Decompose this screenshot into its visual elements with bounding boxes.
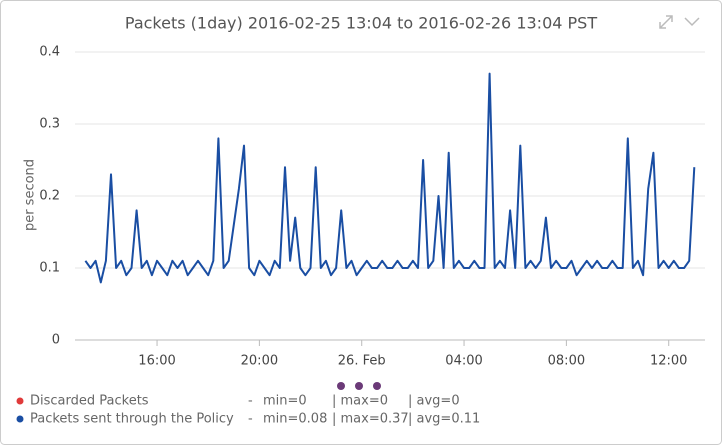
- expand-glyph: [659, 15, 673, 29]
- pager-dot[interactable]: [373, 382, 381, 390]
- legend-max: | max=0: [332, 394, 388, 409]
- y-tick-label: 0: [52, 333, 60, 348]
- pager-dot[interactable]: [337, 382, 345, 390]
- y-axis-label: per second: [23, 159, 38, 231]
- data-line: [84, 72, 696, 284]
- y-tick-label: 0.3: [39, 117, 60, 132]
- pager-dot[interactable]: [355, 382, 363, 390]
- x-tick-label: 16:00: [138, 354, 175, 369]
- x-tick-label: 20:00: [241, 354, 278, 369]
- legend-label: Packets sent through the Policy: [30, 412, 234, 427]
- legend-label: Discarded Packets: [30, 394, 149, 409]
- legend-separator: -: [248, 394, 253, 409]
- y-tick-label: 0.2: [39, 189, 60, 204]
- collapse-icon[interactable]: [684, 17, 700, 27]
- chart-title: Packets (1day) 2016-02-25 13:04 to 2016-…: [125, 14, 597, 33]
- legend-min: min=0.08: [263, 412, 327, 427]
- legend-marker: [16, 415, 24, 423]
- expand-icon[interactable]: [659, 15, 673, 29]
- x-tick-label: 04:00: [445, 354, 482, 369]
- legend-avg: | avg=0: [408, 394, 460, 409]
- y-tick-label: 0.1: [39, 261, 60, 276]
- y-tick-label: 0.4: [39, 45, 60, 60]
- x-tick-label: 08:00: [548, 354, 585, 369]
- legend-avg: | avg=0.11: [408, 412, 480, 427]
- legend-min: min=0: [263, 394, 307, 409]
- x-tick-label: 26. Feb: [338, 354, 386, 369]
- x-tick-label: 12:00: [650, 354, 687, 369]
- legend-max: | max=0.37: [332, 412, 409, 427]
- legend-marker: [16, 397, 24, 405]
- legend-separator: -: [248, 412, 253, 427]
